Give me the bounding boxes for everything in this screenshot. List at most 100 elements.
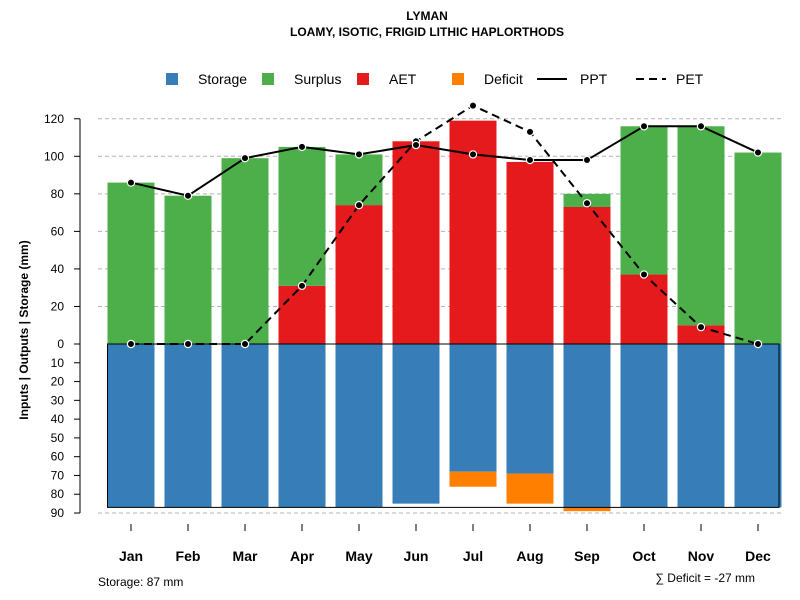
x-tick-label: Sep — [574, 548, 600, 564]
pet-point — [468, 101, 478, 110]
ppt-point — [240, 153, 250, 163]
storage-bar — [506, 344, 554, 474]
storage-bar — [107, 344, 155, 508]
ppt-point — [753, 148, 763, 157]
lines — [126, 101, 763, 349]
y-tick-label: 100 — [44, 149, 64, 163]
x-tick-label: May — [345, 548, 372, 564]
aet-bar — [335, 205, 383, 344]
y-axis-label: Inputs | Outputs | Storage (mm) — [17, 240, 31, 419]
pet-point — [126, 339, 136, 349]
pet-point — [183, 339, 193, 349]
y-tick-label: 40 — [51, 262, 65, 276]
storage-bar — [221, 344, 269, 508]
pet-point — [753, 339, 763, 349]
legend-swatch — [357, 73, 369, 85]
surplus-bar — [107, 182, 155, 344]
storage-footnote: Storage: 87 mm — [98, 575, 183, 589]
pet-point — [240, 339, 250, 349]
y-tick-label: 80 — [51, 187, 65, 201]
legend-swatch — [166, 73, 178, 85]
x-tick-label: Aug — [516, 548, 543, 564]
aet-bar — [506, 161, 554, 344]
y-tick-label: 20 — [51, 375, 65, 389]
x-tick-label: Jan — [119, 548, 143, 564]
surplus-bar — [620, 126, 668, 275]
pet-point — [354, 200, 364, 210]
y-tick-label: 60 — [51, 450, 65, 464]
legend-label: PPT — [580, 71, 608, 87]
y-tick-label: 70 — [51, 468, 65, 482]
y-tick-label: 40 — [51, 412, 65, 426]
storage-bar — [164, 344, 212, 508]
y-tick-label: 90 — [51, 506, 65, 520]
legend-label: AET — [389, 71, 417, 87]
storage-bar — [563, 344, 611, 508]
aet-bar — [278, 285, 326, 344]
pet-point — [582, 199, 592, 208]
x-tick-label: Jun — [404, 548, 429, 564]
deficit-footnote: ∑ Deficit = -27 mm — [655, 571, 755, 585]
axes: 0 20 40 60 80 100 120 10 20 30 40 50 60 70 80 90 Jan Feb M… — [44, 112, 771, 564]
legend-label: Deficit — [484, 71, 523, 87]
y-tick-label: 20 — [51, 299, 65, 313]
surplus-bar — [278, 146, 326, 286]
x-tick-label: Oct — [632, 548, 656, 564]
deficit-bar — [506, 473, 554, 504]
x-tick-label: Jul — [463, 548, 483, 564]
ppt-point — [354, 150, 364, 159]
legend-label: Storage — [198, 71, 247, 87]
aet-bar — [392, 141, 440, 344]
chart-title: LYMAN — [406, 9, 448, 23]
ppt-point — [639, 122, 649, 131]
aet-bar — [620, 274, 668, 344]
ppt-point — [183, 191, 193, 200]
ppt-point — [582, 155, 592, 165]
storage-bar — [335, 344, 383, 508]
x-tick-label: Mar — [233, 548, 258, 564]
storage-bar — [677, 344, 725, 508]
y-tick-label: 30 — [51, 393, 65, 407]
legend-swatch — [262, 73, 274, 85]
gridlines — [98, 118, 782, 514]
y-tick-label: 60 — [51, 224, 65, 238]
y-tick-label: 10 — [51, 356, 65, 370]
ppt-line — [130, 125, 759, 197]
x-tick-label: Apr — [290, 548, 315, 564]
ppt-point — [468, 150, 478, 159]
surplus-bar — [677, 126, 725, 326]
ppt-point — [297, 142, 307, 152]
storage-bar — [392, 344, 440, 504]
pet-point — [639, 270, 649, 279]
storage-bar — [620, 344, 668, 508]
storage-bar — [449, 344, 497, 472]
bars — [107, 120, 782, 512]
ppt-point — [411, 140, 421, 150]
x-tick-label: Nov — [688, 548, 715, 564]
pet-point — [297, 281, 307, 291]
x-tick-label: Feb — [176, 548, 201, 564]
legend: Storage Surplus AET Deficit PPT PET — [166, 71, 704, 87]
surplus-bar — [164, 195, 212, 344]
aet-bar — [563, 206, 611, 344]
legend-label: PET — [676, 71, 704, 87]
ppt-point — [696, 122, 706, 131]
ppt-point — [525, 155, 535, 165]
deficit-bar — [563, 507, 611, 512]
surplus-bar — [734, 152, 782, 344]
storage-bar — [734, 344, 782, 508]
y-tick-label: 80 — [51, 487, 65, 501]
legend-label: Surplus — [294, 71, 341, 87]
pet-point — [696, 322, 706, 332]
surplus-bar — [335, 154, 383, 206]
x-tick-label: Dec — [745, 548, 771, 564]
y-tick-label: 0 — [57, 337, 64, 351]
pet-line — [131, 104, 759, 345]
pet-point — [525, 127, 535, 137]
surplus-bar — [221, 158, 269, 344]
legend-swatch — [452, 73, 464, 85]
ppt-point — [126, 178, 136, 187]
deficit-bar — [449, 471, 497, 487]
y-tick-label: 50 — [51, 431, 65, 445]
